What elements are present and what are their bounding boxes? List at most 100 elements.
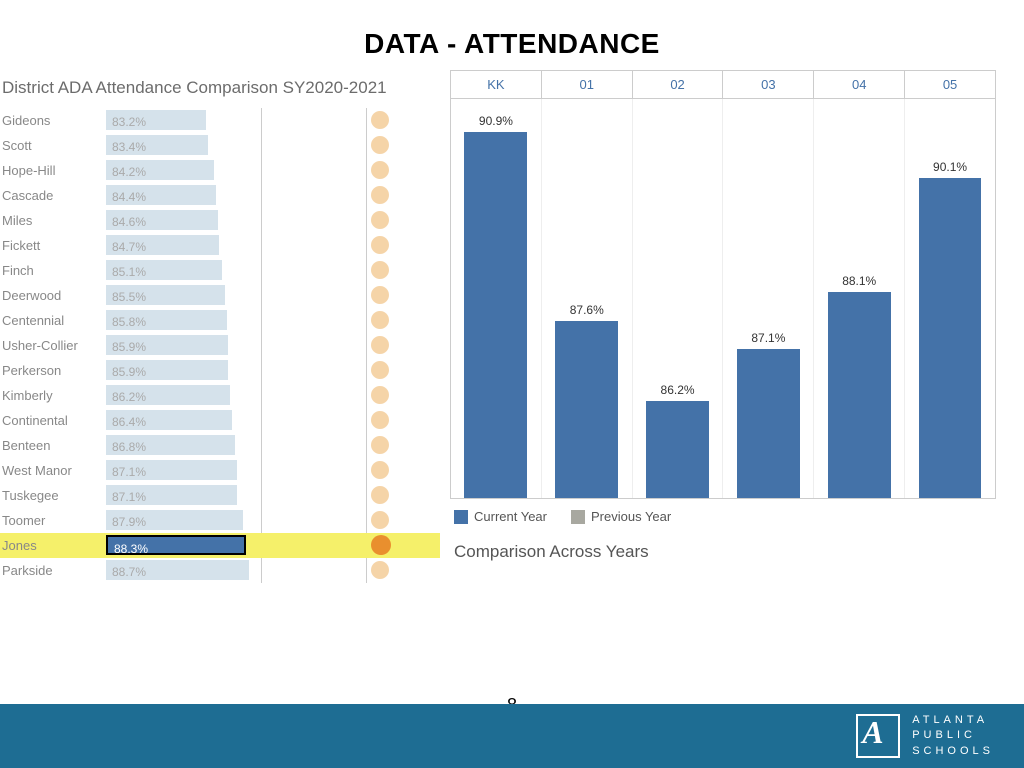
school-bar: 85.8% [106, 310, 227, 330]
grade-header-cell: 02 [633, 71, 724, 98]
school-name: Finch [0, 263, 106, 278]
school-name: Jones [0, 538, 106, 553]
school-name: Centennial [0, 313, 106, 328]
grade-bar-label: 88.1% [828, 274, 891, 288]
comparison-dot [371, 436, 389, 454]
school-bar: 85.9% [106, 335, 228, 355]
school-value: 86.8% [112, 437, 146, 457]
school-row[interactable]: Fickett 84.7% [0, 233, 440, 258]
grade-header-cell: 03 [723, 71, 814, 98]
grade-header-cell: 04 [814, 71, 905, 98]
school-row[interactable]: Continental 86.4% [0, 408, 440, 433]
school-row[interactable]: Gideons 83.2% [0, 108, 440, 133]
grade-header-cell: KK [451, 71, 542, 98]
school-value: 84.4% [112, 187, 146, 207]
grade-bar: 86.2% [646, 401, 709, 498]
school-name: Gideons [0, 113, 106, 128]
chart-column: 88.1% [814, 99, 905, 498]
school-value: 85.8% [112, 312, 146, 332]
school-value: 84.6% [112, 212, 146, 232]
school-value: 85.1% [112, 262, 146, 282]
school-name: Tuskegee [0, 488, 106, 503]
school-value: 86.4% [112, 412, 146, 432]
school-bar: 84.6% [106, 210, 218, 230]
comparison-dot [371, 511, 389, 529]
school-value: 86.2% [112, 387, 146, 407]
school-row[interactable]: Centennial 85.8% [0, 308, 440, 333]
school-bar: 85.5% [106, 285, 225, 305]
logo-line-3: SCHOOLS [912, 744, 994, 759]
school-row[interactable]: Benteen 86.8% [0, 433, 440, 458]
school-row[interactable]: Hope-Hill84.2% [0, 158, 440, 183]
chart-legend: Current YearPrevious Year [450, 499, 996, 524]
logo-text: ATLANTA PUBLIC SCHOOLS [912, 713, 994, 759]
comparison-dot [371, 411, 389, 429]
school-bar-list: Gideons83.2%Scott83.4%Hope-Hill84.2%Casc… [0, 108, 440, 583]
logo-line-2: PUBLIC [912, 728, 994, 743]
school-row[interactable]: Finch 85.1% [0, 258, 440, 283]
chart-column: 87.1% [723, 99, 814, 498]
grade-header-row: KK0102030405 [450, 70, 996, 99]
school-row[interactable]: Cascade 84.4% [0, 183, 440, 208]
school-value: 83.4% [112, 137, 146, 157]
comparison-dot [371, 535, 391, 555]
school-row[interactable]: Deerwood 85.5% [0, 283, 440, 308]
school-row[interactable]: Kimberly86.2% [0, 383, 440, 408]
footer-bar: A ATLANTA PUBLIC SCHOOLS [0, 704, 1024, 768]
school-row[interactable]: Usher-Collier85.9% [0, 333, 440, 358]
school-bar: 86.2% [106, 385, 230, 405]
grade-bar: 87.6% [555, 321, 618, 498]
school-name: Hope-Hill [0, 163, 106, 178]
school-bar: 85.9% [106, 360, 228, 380]
school-row[interactable]: Scott 83.4% [0, 133, 440, 158]
school-row[interactable]: Perkerson 85.9% [0, 358, 440, 383]
school-name: Scott [0, 138, 106, 153]
school-value: 83.2% [112, 112, 146, 132]
school-bar: 84.7% [106, 235, 219, 255]
school-row[interactable]: West Manor 87.1% [0, 458, 440, 483]
school-row[interactable]: Miles 84.6% [0, 208, 440, 233]
legend-item: Current Year [454, 509, 547, 524]
school-bar: 83.4% [106, 135, 208, 155]
comparison-dot [371, 386, 389, 404]
school-name: Cascade [0, 188, 106, 203]
school-bar: 88.3% [106, 535, 246, 555]
school-value: 87.1% [112, 462, 146, 482]
grade-bar: 90.9% [464, 132, 527, 498]
logo-line-1: ATLANTA [912, 713, 994, 728]
school-name: Perkerson [0, 363, 106, 378]
left-chart-title: District ADA Attendance Comparison SY202… [0, 70, 440, 108]
school-name: Deerwood [0, 288, 106, 303]
comparison-dot [371, 311, 389, 329]
school-name: Benteen [0, 438, 106, 453]
school-name: West Manor [0, 463, 106, 478]
school-row[interactable]: Parkside88.7% [0, 558, 440, 583]
school-row[interactable]: Tuskegee87.1% [0, 483, 440, 508]
school-bar: 87.9% [106, 510, 243, 530]
school-value: 88.3% [114, 539, 148, 559]
school-bar: 83.2% [106, 110, 206, 130]
comparison-dot [371, 211, 389, 229]
chart-column: 86.2% [633, 99, 724, 498]
comparison-dot [371, 236, 389, 254]
school-name: Fickett [0, 238, 106, 253]
chart-column: 90.9% [451, 99, 542, 498]
comparison-dot [371, 486, 389, 504]
school-name: Miles [0, 213, 106, 228]
school-bar: 85.1% [106, 260, 222, 280]
grade-bar: 87.1% [737, 349, 800, 498]
school-row[interactable]: Jones88.3% [0, 533, 440, 558]
school-value: 84.7% [112, 237, 146, 257]
chart-column: 90.1% [905, 99, 995, 498]
grade-bar-label: 87.1% [737, 331, 800, 345]
comparison-dot [371, 561, 389, 579]
school-value: 85.5% [112, 287, 146, 307]
logo-icon: A [856, 714, 900, 758]
school-bar: 87.1% [106, 460, 237, 480]
comparison-dot [371, 286, 389, 304]
school-row[interactable]: Toomer87.9% [0, 508, 440, 533]
school-name: Continental [0, 413, 106, 428]
school-bar: 88.7% [106, 560, 249, 580]
school-value: 85.9% [112, 362, 146, 382]
content-area: District ADA Attendance Comparison SY202… [0, 70, 1024, 630]
